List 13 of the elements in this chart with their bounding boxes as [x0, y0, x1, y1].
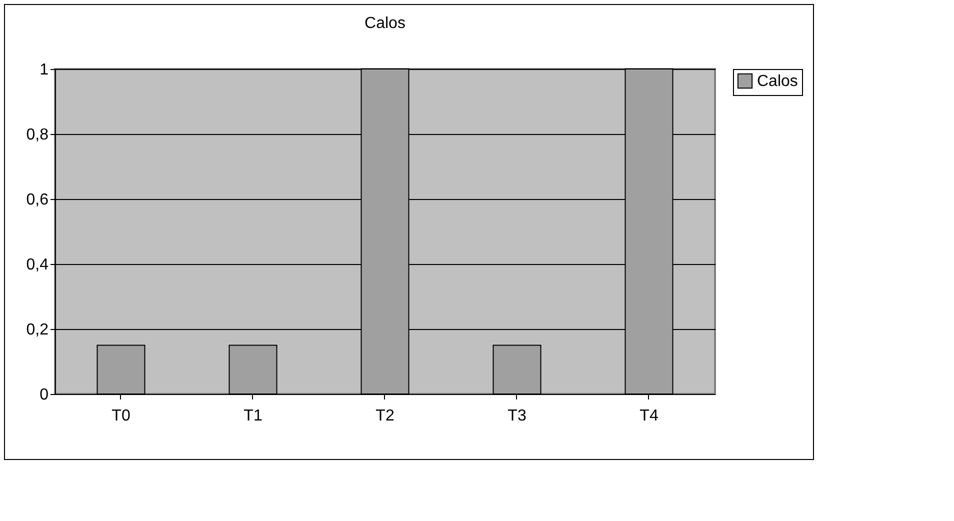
y-tick-label: 0	[40, 386, 49, 404]
x-tick-label: T3	[508, 408, 526, 424]
x-tick-label: T1	[244, 408, 262, 424]
x-tick-label: T2	[376, 408, 394, 424]
x-tick-label: T4	[640, 408, 658, 424]
chart-title: Calos	[364, 15, 406, 32]
y-tick-label: 0,6	[26, 192, 49, 208]
legend-label: Calos	[757, 73, 798, 90]
x-tick-label: T0	[112, 408, 130, 424]
y-tick-label: 0,2	[26, 322, 49, 338]
y-tick-label: 0,8	[26, 126, 49, 144]
y-tick-label: 0,4	[26, 256, 49, 274]
y-tick-label: 1	[40, 62, 49, 78]
